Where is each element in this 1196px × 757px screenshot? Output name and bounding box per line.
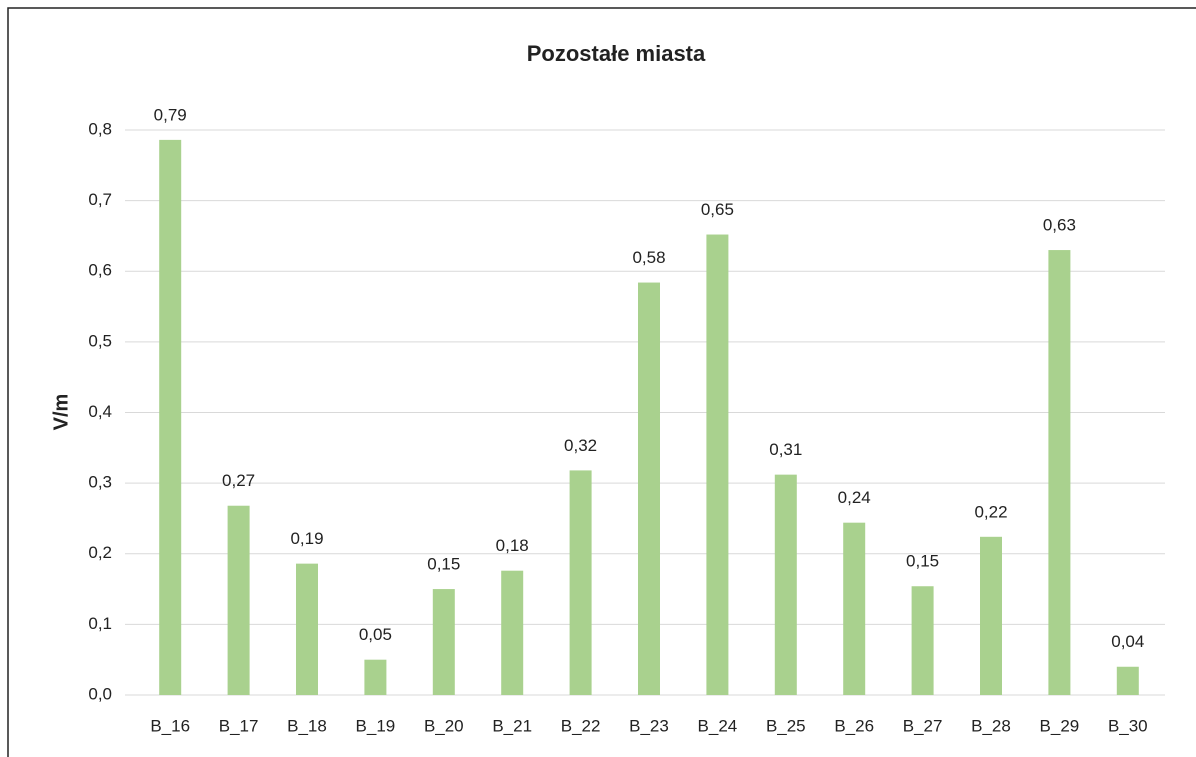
- x-tick-label: B_19: [356, 716, 396, 735]
- data-label: 0,05: [359, 625, 392, 644]
- bar: [911, 586, 934, 695]
- chart-title: Pozostałe miasta: [527, 41, 706, 66]
- data-label: 0,22: [974, 502, 1007, 521]
- x-tick-label: B_27: [903, 716, 943, 735]
- y-tick-label: 0,7: [88, 190, 112, 209]
- bar: [706, 234, 729, 695]
- y-tick-label: 0,3: [88, 473, 112, 492]
- x-tick-label: B_30: [1108, 716, 1148, 735]
- bar: [501, 570, 524, 695]
- x-tick-label: B_18: [287, 716, 327, 735]
- bar: [843, 522, 866, 695]
- x-tick-label: B_17: [219, 716, 259, 735]
- data-label: 0,24: [838, 488, 871, 507]
- data-label: 0,58: [632, 248, 665, 267]
- x-tick-label: B_21: [492, 716, 532, 735]
- bar: [569, 470, 592, 695]
- x-tick-label: B_28: [971, 716, 1011, 735]
- data-label: 0,32: [564, 436, 597, 455]
- bar: [1048, 250, 1071, 695]
- data-label: 0,27: [222, 471, 255, 490]
- bar: [159, 139, 182, 695]
- data-label: 0,15: [427, 555, 460, 574]
- y-tick-label: 0,8: [88, 119, 112, 138]
- x-tick-label: B_24: [698, 716, 738, 735]
- data-label: 0,65: [701, 200, 734, 219]
- bar: [980, 536, 1002, 695]
- data-label: 0,31: [769, 440, 802, 459]
- bar: [1116, 666, 1139, 695]
- bar: [432, 589, 455, 695]
- x-tick-label: B_25: [766, 716, 806, 735]
- y-tick-label: 0,5: [88, 331, 112, 350]
- bar: [296, 563, 318, 695]
- bar: [364, 659, 387, 695]
- bar: [774, 474, 797, 695]
- data-label: 0,15: [906, 552, 939, 571]
- data-label: 0,18: [496, 536, 529, 555]
- data-label: 0,63: [1043, 216, 1076, 235]
- data-label: 0,79: [154, 105, 187, 124]
- y-tick-label: 0,4: [88, 402, 112, 421]
- data-label: 0,04: [1111, 632, 1144, 651]
- x-tick-label: B_22: [561, 716, 601, 735]
- y-tick-label: 0,0: [88, 684, 112, 703]
- y-axis-label: V/m: [50, 394, 72, 431]
- y-tick-label: 0,2: [88, 543, 112, 562]
- x-tick-label: B_16: [150, 716, 190, 735]
- bar: [638, 282, 660, 695]
- x-tick-label: B_20: [424, 716, 464, 735]
- x-tick-label: B_26: [834, 716, 874, 735]
- data-label: 0,19: [290, 529, 323, 548]
- x-tick-label: B_23: [629, 716, 669, 735]
- y-tick-label: 0,1: [88, 614, 112, 633]
- bar: [227, 505, 250, 695]
- y-tick-label: 0,6: [88, 261, 112, 280]
- x-tick-label: B_29: [1040, 716, 1080, 735]
